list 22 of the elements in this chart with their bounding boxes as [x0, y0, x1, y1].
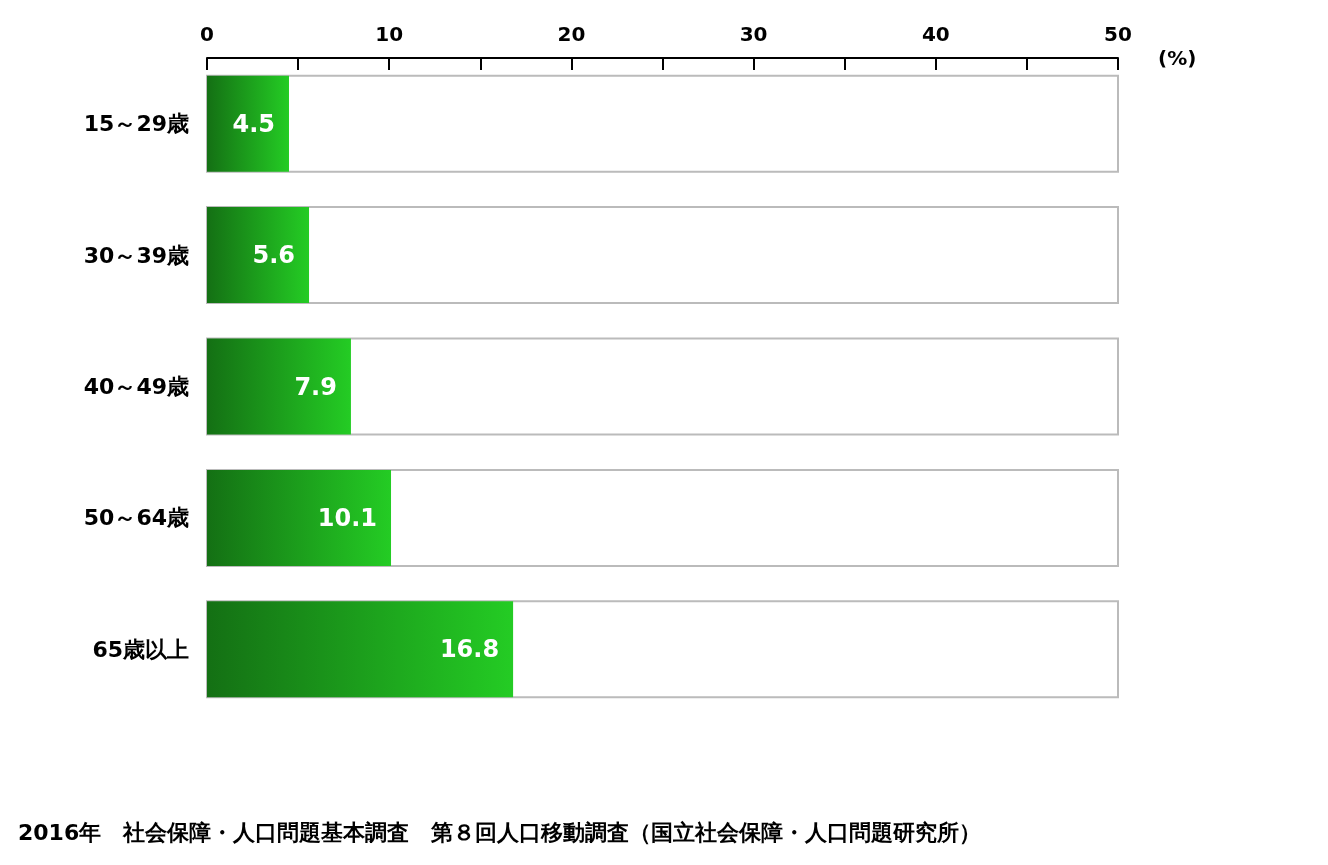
x-tick-label: 0: [200, 22, 214, 46]
data-label: 5.6: [252, 241, 296, 270]
bar: [207, 75, 289, 172]
data-label: 7.9: [294, 372, 337, 401]
data-label: 10.1: [317, 503, 378, 532]
y-tick-label: 65歳以上: [92, 636, 189, 662]
text: 2016年 社会保障・人口問題基本調査 第８回人口移動調査（国立社会保障・人口問題研究所）: [18, 819, 982, 845]
x-axis-title: (%): [1158, 46, 1197, 70]
bar: [207, 338, 351, 435]
data-label: 4.5: [232, 109, 275, 138]
y-tick-label: 15～29歳: [83, 111, 189, 137]
bar: [207, 207, 310, 304]
x-tick-label: 20: [557, 22, 586, 46]
y-tick-label: 50～64歳: [83, 505, 189, 531]
y-tick-label: 30～39歳: [83, 242, 189, 268]
x-tick-label: 30: [739, 22, 768, 46]
bar: [207, 469, 392, 566]
x-tick-label: 50: [1104, 22, 1132, 46]
y-tick-label: 40～49歳: [83, 374, 189, 399]
x-tick-label: 40: [921, 22, 950, 46]
x-tick-label: 10: [375, 22, 404, 46]
data-label: 16.8: [439, 635, 500, 664]
